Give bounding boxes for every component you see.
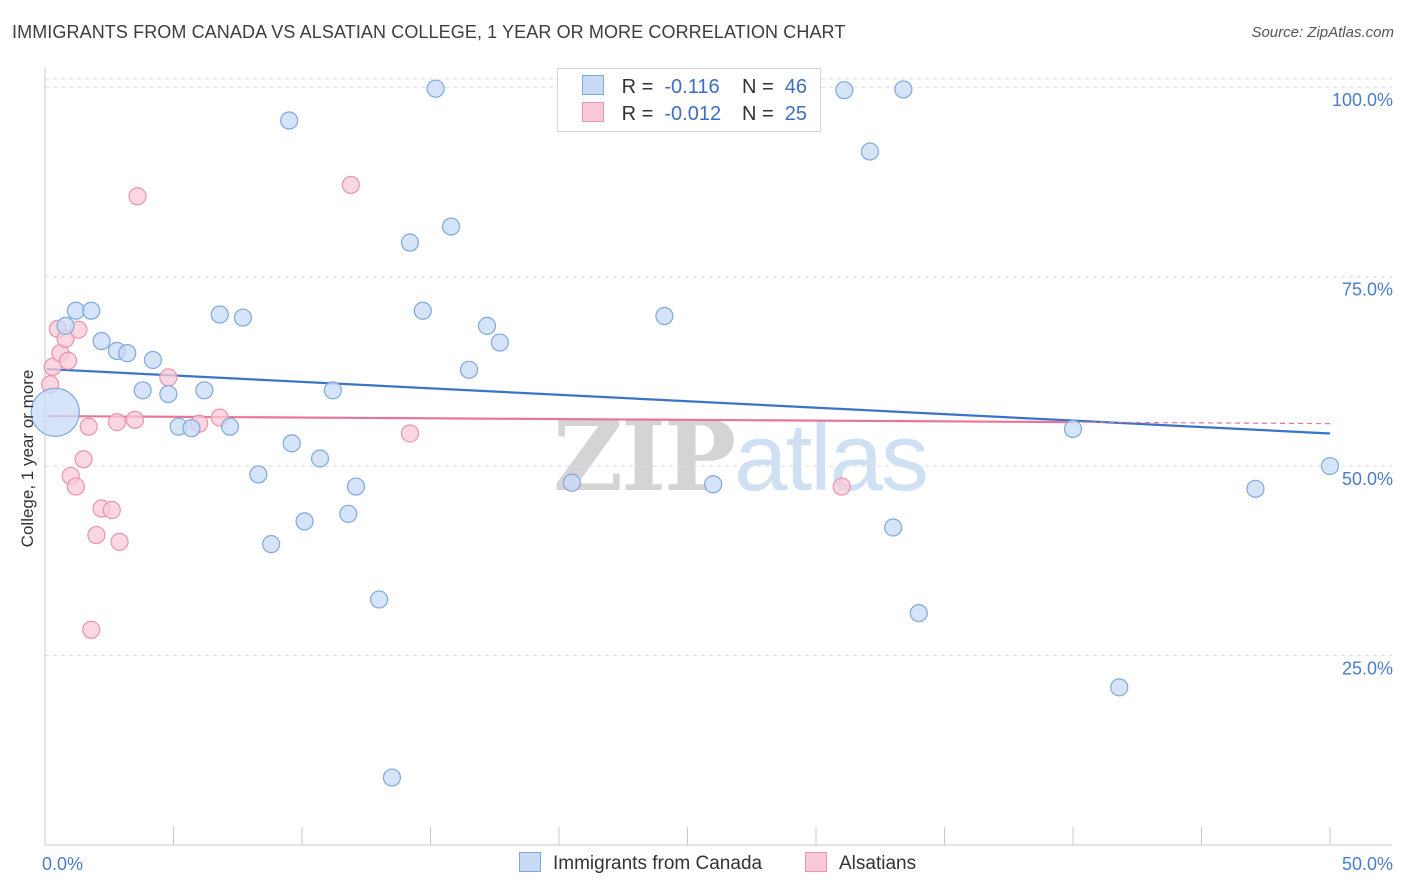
- point-canada: [441, 217, 461, 236]
- point-canada: [1320, 456, 1340, 476]
- point-canada: [82, 301, 101, 320]
- trendline-canada: [46, 367, 1331, 435]
- point-canada: [426, 79, 445, 98]
- source-credit: Source: ZipAtlas.com: [1251, 24, 1394, 41]
- y-tick-label: 25.0%: [1342, 659, 1393, 679]
- legend-n-label: N =: [741, 76, 774, 98]
- x-tick-label-min: 0.0%: [42, 854, 83, 874]
- point-alsatian: [74, 450, 93, 469]
- point-canada: [323, 381, 342, 400]
- point-canada: [400, 233, 420, 252]
- point-canada: [1063, 419, 1083, 439]
- point-canada: [66, 301, 85, 320]
- point-canada: [249, 465, 268, 484]
- point-alsatian: [102, 500, 121, 520]
- point-canada: [220, 417, 240, 436]
- point-canada: [56, 316, 75, 335]
- point-canada: [1110, 678, 1129, 697]
- y-tick-label: 75.0%: [1342, 280, 1393, 300]
- point-canada: [280, 111, 299, 130]
- point-canada: [490, 333, 509, 352]
- point-canada: [133, 381, 152, 400]
- y-tick-label: 100.0%: [1332, 90, 1393, 110]
- trend-lines: [46, 367, 1331, 435]
- point-alsatian: [125, 410, 145, 429]
- point-alsatian: [110, 532, 129, 551]
- point-alsatian: [59, 351, 78, 370]
- point-canada: [835, 81, 854, 100]
- legend-r-value: -0.012: [664, 103, 722, 125]
- point-alsatian: [400, 424, 420, 443]
- point-canada: [339, 504, 358, 523]
- point-canada: [262, 535, 281, 554]
- point-canada: [477, 316, 497, 335]
- point-alsatian: [79, 417, 98, 436]
- point-canada: [382, 768, 402, 787]
- point-canada: [894, 80, 913, 99]
- point-canada: [159, 384, 178, 404]
- legend-r-value: -0.116: [664, 76, 720, 98]
- point-canada: [655, 306, 674, 326]
- trendline-alsatians-extension: [1072, 421, 1331, 425]
- point-canada: [30, 387, 80, 437]
- point-canada: [195, 381, 214, 400]
- point-canada: [92, 331, 111, 351]
- bottom-legend-label: Alsatians: [839, 853, 917, 874]
- tick-labels: 25.0% 50.0% 75.0% 100.0% 0.0% 50.0% College, 1…: [18, 90, 1393, 874]
- legend-row-alsatians: R = -0.012 N = 25: [582, 102, 807, 126]
- point-canada: [233, 308, 252, 327]
- point-alsatian: [66, 477, 85, 496]
- bottom-legend-alsatians: Alsatians: [805, 852, 916, 875]
- point-canada: [182, 419, 201, 438]
- point-canada: [210, 305, 229, 324]
- point-canada: [346, 477, 366, 496]
- data-points: [30, 79, 1340, 787]
- point-canada: [1246, 479, 1265, 498]
- legend-n-value: 46: [784, 76, 807, 98]
- point-canada: [909, 603, 928, 623]
- bottom-legend-label: Immigrants from Canada: [553, 853, 763, 874]
- point-canada: [118, 344, 137, 363]
- point-alsatian: [159, 368, 178, 387]
- point-alsatian: [87, 525, 106, 545]
- point-canada: [282, 434, 301, 453]
- point-canada: [143, 350, 163, 370]
- bottom-legend-swatch-pink: [805, 852, 827, 872]
- point-alsatian: [128, 187, 147, 206]
- point-canada: [310, 449, 330, 468]
- correlation-legend: R = -0.116 N = 46 R = -0.012 N = 25: [557, 68, 821, 132]
- point-canada: [459, 360, 479, 379]
- point-canada: [413, 301, 432, 320]
- bottom-legend-canada: Immigrants from Canada: [519, 852, 762, 875]
- chart-title: IMMIGRANTS FROM CANADA VS ALSATIAN COLLE…: [12, 22, 846, 42]
- grid-lines: [45, 78, 1392, 657]
- point-canada: [562, 473, 581, 492]
- point-alsatian: [43, 357, 62, 376]
- legend-row-canada: R = -0.116 N = 46: [582, 75, 807, 99]
- legend-swatch-pink: [582, 102, 604, 122]
- point-canada: [704, 475, 723, 494]
- point-canada: [295, 512, 314, 531]
- point-alsatian: [832, 477, 851, 496]
- legend-n-label: N =: [741, 103, 774, 125]
- point-canada: [860, 142, 880, 161]
- point-canada: [370, 590, 389, 609]
- point-alsatian: [107, 413, 127, 432]
- axes: [44, 68, 1392, 846]
- legend-swatch-blue: [582, 75, 604, 95]
- y-axis-label: College, 1 year or more: [18, 370, 37, 548]
- point-alsatian: [341, 175, 360, 195]
- point-alsatian: [82, 620, 101, 639]
- x-tick-label-max: 50.0%: [1342, 854, 1393, 874]
- legend-n-value: 25: [784, 103, 807, 125]
- legend-r-label: R =: [621, 103, 654, 125]
- y-tick-label: 50.0%: [1342, 469, 1393, 489]
- bottom-legend-swatch-blue: [519, 852, 541, 872]
- point-canada: [883, 518, 903, 537]
- legend-r-label: R =: [621, 76, 654, 98]
